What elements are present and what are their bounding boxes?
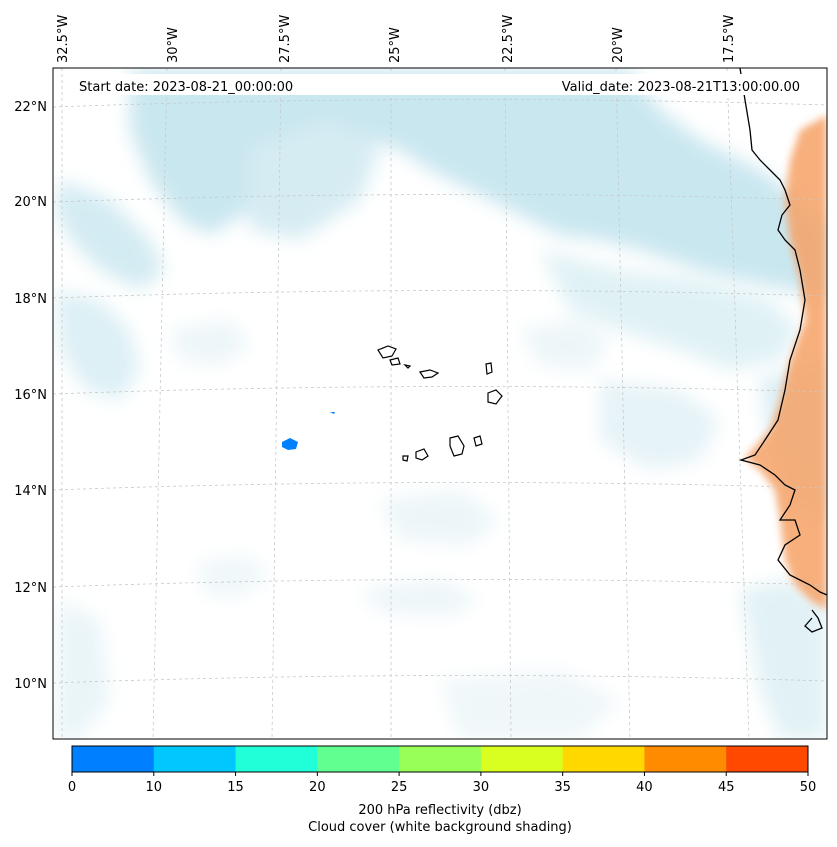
colorbar: 0 10 15 20 25 30 35 40 45 50: [68, 745, 817, 795]
island-sao-nicolau: [419, 369, 440, 379]
graticule-grid: [53, 68, 827, 739]
island-boa-vista: [487, 389, 503, 405]
header-box: [74, 74, 807, 95]
island-santa-luzia: [403, 364, 412, 369]
latitude-label: 10°N: [14, 677, 47, 692]
island-fogo: [415, 448, 429, 461]
colorbar-segment: [317, 746, 400, 772]
colorbar-tick-label: 30: [473, 780, 490, 795]
island-sao-vicente: [389, 357, 401, 366]
island-maio: [473, 435, 483, 447]
meridian-line: [152, 68, 168, 739]
colorbar-segment: [644, 746, 727, 772]
longitude-label: 17.5°W: [722, 15, 737, 63]
longitude-label: 20°W: [611, 27, 626, 63]
longitude-label: 22.5°W: [501, 15, 516, 63]
colorbar-tick-label: 35: [554, 780, 571, 795]
parallel-line: [53, 194, 827, 203]
parallel-line: [53, 99, 827, 108]
map-content: [53, 68, 827, 739]
colorbar-tick-label: 0: [68, 780, 76, 795]
colorbar-segment: [480, 746, 564, 772]
colorbar-tick-label: 10: [146, 780, 163, 795]
latitude-label: 22°N: [14, 100, 47, 115]
reflectivity-echoes: [282, 412, 335, 450]
colorbar-segment: [562, 746, 645, 772]
colorbar-tick-label: 50: [800, 780, 817, 795]
island-santiago: [449, 435, 465, 457]
colorbar-tick-label: 45: [718, 780, 735, 795]
colorbar-segment: [235, 746, 318, 772]
african-coastline: [738, 68, 827, 633]
parallel-line: [53, 482, 827, 491]
cape-verde-islands: [377, 345, 503, 462]
colorbar-tick-label: 25: [391, 780, 408, 795]
map-frame: [52, 67, 828, 740]
latitude-label: 20°N: [14, 195, 47, 210]
parallel-line: [53, 579, 827, 588]
colorbar-segment: [399, 746, 482, 772]
colorbar-tick-label: 20: [309, 780, 326, 795]
island-brava: [402, 455, 409, 462]
cloud-cover-shading: [55, 70, 827, 739]
colorbar-frame: [71, 745, 809, 773]
parallel-line: [53, 290, 827, 299]
colorbar-label-reflectivity: 200 hPa reflectivity (dbz): [358, 803, 521, 818]
start-date-label: Start date: 2023-08-21_00:00:00: [79, 80, 293, 95]
latitude-label: 14°N: [14, 484, 47, 499]
colorbar-tick-label: 15: [227, 780, 244, 795]
longitude-label: 30°W: [166, 27, 181, 63]
parallel-line: [53, 675, 827, 684]
longitude-label: 25°W: [388, 27, 403, 63]
colorbar-segment: [72, 746, 155, 772]
valid-date-label: Valid_date: 2023-08-21T13:00:00.00: [562, 80, 800, 95]
reflectivity-echo-small: [330, 412, 335, 414]
island-santo-antao: [377, 345, 397, 359]
reflectivity-echo-large: [282, 438, 298, 450]
latitude-label: 16°N: [14, 388, 47, 403]
colorbar-label-cloud-cover: Cloud cover (white background shading): [308, 820, 572, 835]
colorbar-segment: [726, 746, 809, 772]
latitude-label: 18°N: [14, 292, 47, 307]
longitude-labels: 32.5°W 30°W 27.5°W 25°W 22.5°W 20°W 17.5°W: [56, 15, 737, 63]
island-sal: [485, 362, 493, 375]
latitude-labels: 22°N 20°N 18°N 16°N 14°N 12°N 10°N: [14, 100, 47, 692]
latitude-label: 12°N: [14, 581, 47, 596]
colorbar-segment: [153, 746, 237, 772]
longitude-label: 32.5°W: [56, 15, 71, 63]
meridian-line: [615, 68, 631, 739]
parallel-line: [53, 386, 827, 395]
longitude-label: 27.5°W: [278, 15, 293, 63]
land-shading: [745, 115, 827, 610]
colorbar-tick-label: 40: [636, 780, 653, 795]
meridian-line: [726, 68, 750, 739]
